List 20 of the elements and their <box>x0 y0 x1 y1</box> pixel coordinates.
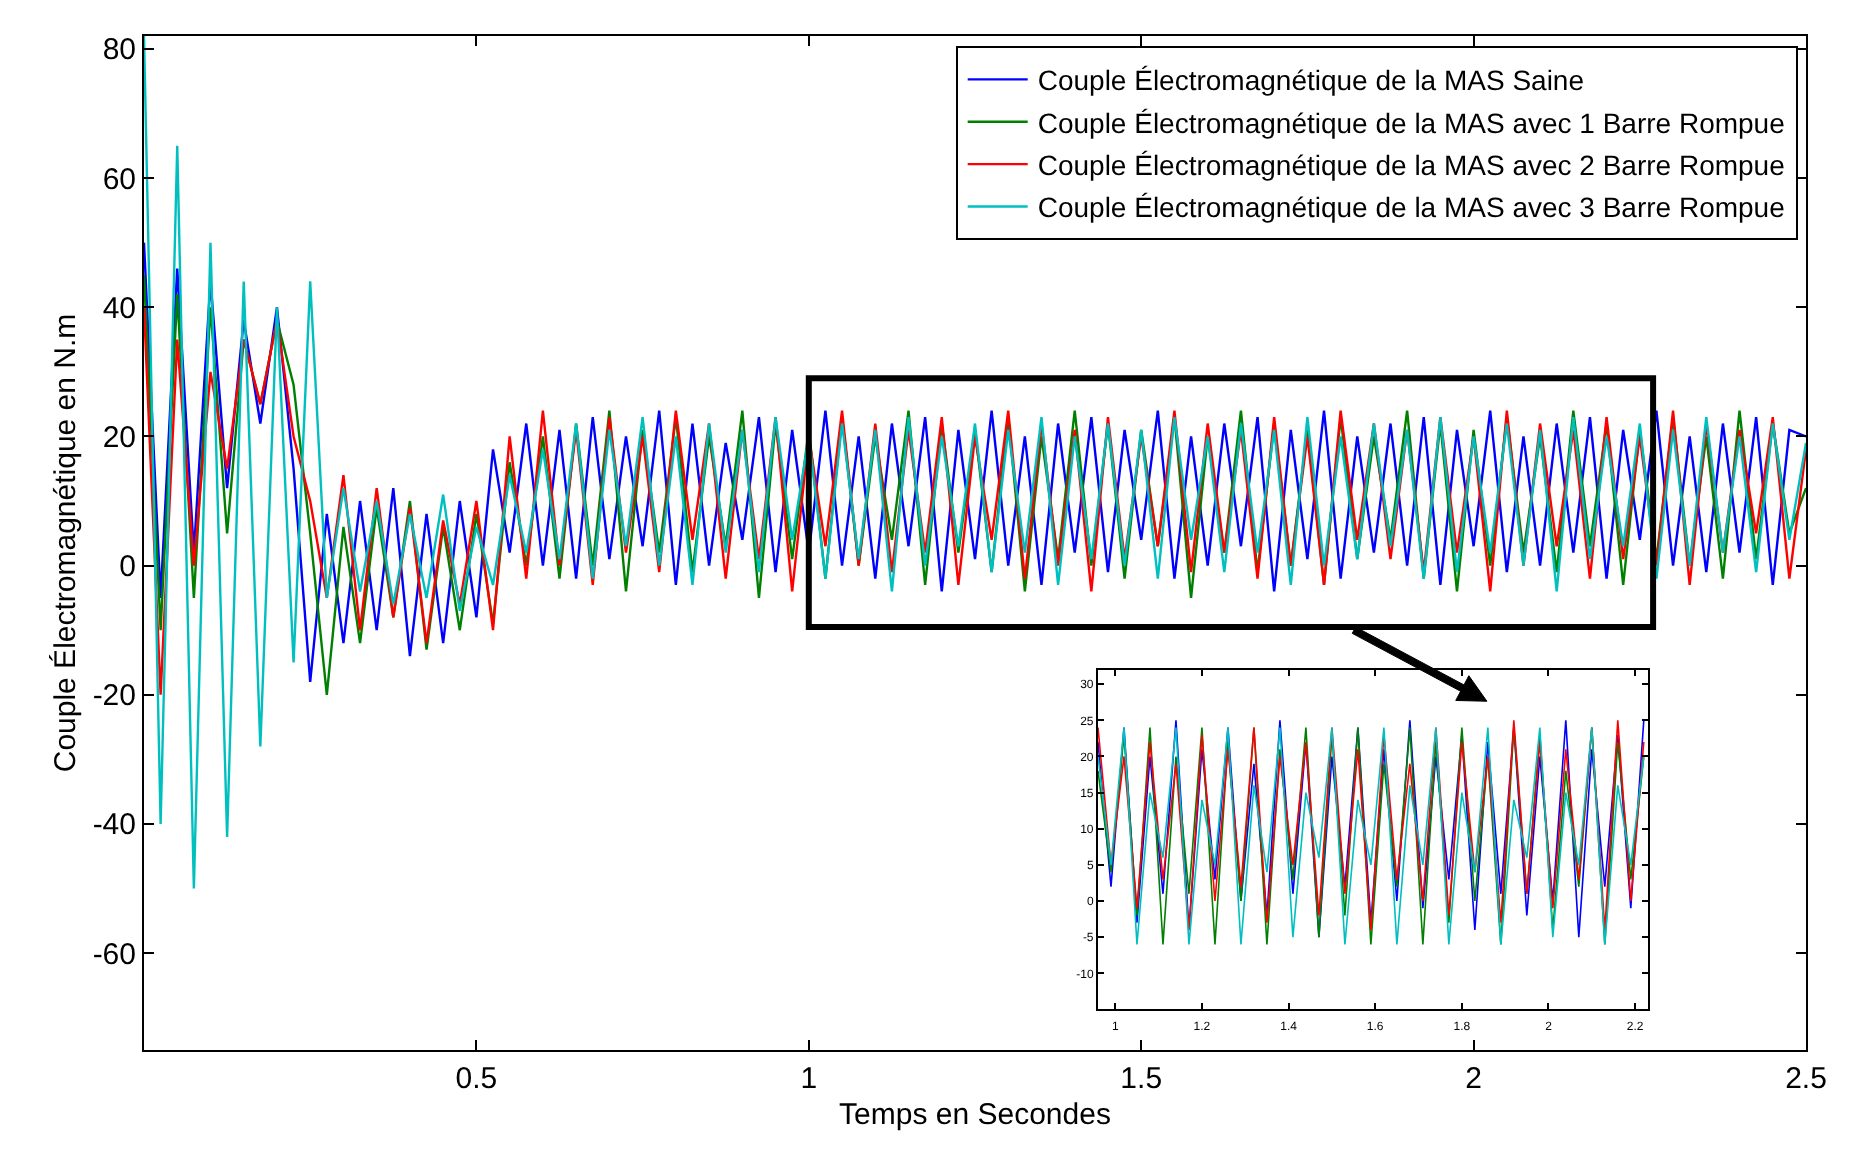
y-axis-title: Couple Électromagnétique en N.m <box>47 313 84 773</box>
y-tick-label: 80 <box>102 33 136 68</box>
x-tick-label: 2.5 <box>1785 1062 1827 1096</box>
y-tick-label: -20 <box>92 679 136 714</box>
y-tick-label: 40 <box>102 291 136 326</box>
x-tick-label: 0.5 <box>455 1062 498 1096</box>
y-tick-label: 0 <box>119 550 136 585</box>
legend-label: Couple Électromagnétique de la MAS avec 3 Barre Rompue <box>1037 191 1786 224</box>
x-tick-label: 1 <box>800 1062 818 1096</box>
x-tick-label: 1.5 <box>1120 1062 1163 1096</box>
legend-label: Couple Électromagnétique de la MAS avec 1 Barre Rompue <box>1037 106 1786 139</box>
line-series <box>144 36 1806 890</box>
legend-label: Couple Électromagnétique de la MAS avec 2 Barre Rompue <box>1037 149 1786 182</box>
x-tick-label: 2 <box>1465 1062 1482 1096</box>
y-tick-label: 60 <box>102 162 136 197</box>
y-tick-label: -60 <box>92 937 136 972</box>
legend-label: Couple Électromagnétique de la MAS Saine <box>1037 64 1585 97</box>
y-tick-label: -40 <box>92 808 136 843</box>
x-axis-title: Temps en Secondes <box>839 1098 1111 1132</box>
y-tick-label: 20 <box>102 420 136 455</box>
